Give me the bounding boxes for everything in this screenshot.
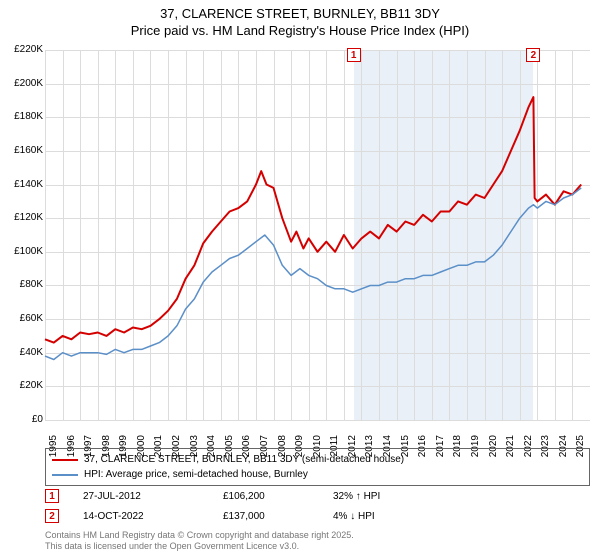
txn-date: 27-JUL-2012 <box>83 491 223 502</box>
table-row: 1 27-JUL-2012 £106,200 32% ↑ HPI <box>45 486 380 506</box>
chart-marker-2: 2 <box>526 48 540 62</box>
txn-date: 14-OCT-2022 <box>83 511 223 522</box>
series-line-price_paid <box>45 97 581 343</box>
y-tick-label: £100K <box>3 246 43 257</box>
txn-price: £106,200 <box>223 491 333 502</box>
txn-delta: 4% ↓ HPI <box>333 511 375 522</box>
gridline-h <box>45 420 590 421</box>
marker-1-icon: 1 <box>45 489 59 503</box>
series-line-hpi <box>45 188 581 360</box>
y-tick-label: £200K <box>3 78 43 89</box>
y-tick-label: £0 <box>3 414 43 425</box>
table-row: 2 14-OCT-2022 £137,000 4% ↓ HPI <box>45 506 380 526</box>
y-tick-label: £20K <box>3 380 43 391</box>
footer-attribution: Contains HM Land Registry data © Crown c… <box>45 530 354 553</box>
chart-title-line1: 37, CLARENCE STREET, BURNLEY, BB11 3DY <box>0 6 600 23</box>
marker-2-icon: 2 <box>45 509 59 523</box>
legend-swatch-price-paid <box>52 459 78 461</box>
footer-line: Contains HM Land Registry data © Crown c… <box>45 530 354 541</box>
txn-price: £137,000 <box>223 511 333 522</box>
footer-line: This data is licensed under the Open Gov… <box>45 541 354 552</box>
legend: 37, CLARENCE STREET, BURNLEY, BB11 3DY (… <box>45 448 590 486</box>
chart-title-line2: Price paid vs. HM Land Registry's House … <box>0 23 600 40</box>
txn-delta: 32% ↑ HPI <box>333 491 380 502</box>
legend-label: HPI: Average price, semi-detached house,… <box>84 467 308 482</box>
legend-item-price-paid: 37, CLARENCE STREET, BURNLEY, BB11 3DY (… <box>52 452 583 467</box>
y-tick-label: £180K <box>3 111 43 122</box>
title-block: 37, CLARENCE STREET, BURNLEY, BB11 3DY P… <box>0 0 600 40</box>
plot-area: £0£20K£40K£60K£80K£100K£120K£140K£160K£1… <box>45 50 590 420</box>
legend-swatch-hpi <box>52 474 78 476</box>
line-plot-svg <box>45 50 590 420</box>
chart-container: 37, CLARENCE STREET, BURNLEY, BB11 3DY P… <box>0 0 600 560</box>
y-tick-label: £160K <box>3 145 43 156</box>
y-tick-label: £140K <box>3 179 43 190</box>
legend-label: 37, CLARENCE STREET, BURNLEY, BB11 3DY (… <box>84 452 404 467</box>
chart-marker-1: 1 <box>347 48 361 62</box>
legend-item-hpi: HPI: Average price, semi-detached house,… <box>52 467 583 482</box>
y-tick-label: £60K <box>3 313 43 324</box>
y-tick-label: £120K <box>3 212 43 223</box>
transactions-table: 1 27-JUL-2012 £106,200 32% ↑ HPI 2 14-OC… <box>45 486 380 526</box>
y-tick-label: £80K <box>3 279 43 290</box>
y-tick-label: £40K <box>3 347 43 358</box>
y-tick-label: £220K <box>3 44 43 55</box>
